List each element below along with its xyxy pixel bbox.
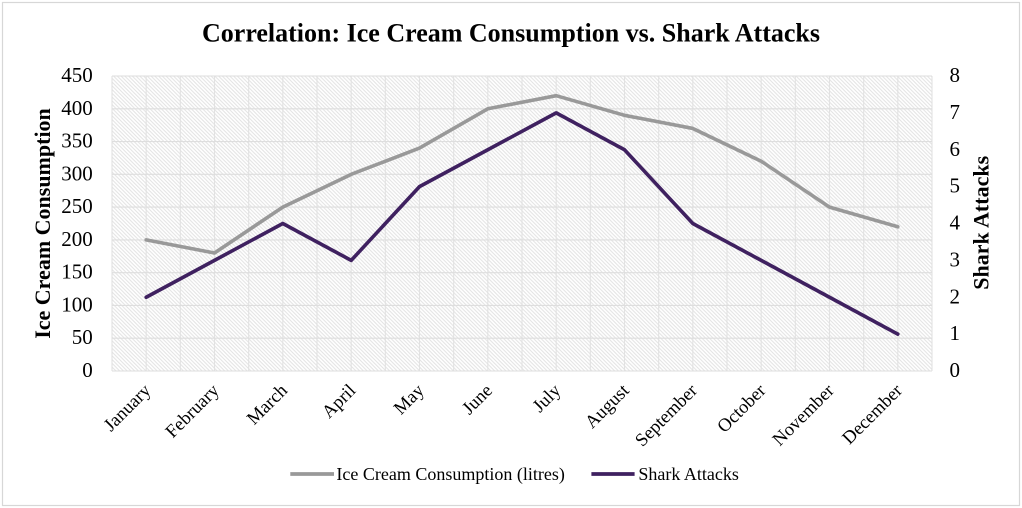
svg-text:Shark Attacks: Shark Attacks: [638, 464, 739, 484]
svg-text:3: 3: [950, 247, 961, 271]
svg-text:Ice Cream Consumption (litres): Ice Cream Consumption (litres): [336, 464, 564, 485]
svg-text:7: 7: [950, 100, 961, 124]
svg-text:350: 350: [61, 129, 93, 153]
svg-text:400: 400: [61, 96, 93, 120]
svg-text:4: 4: [950, 211, 961, 235]
svg-text:8: 8: [950, 63, 961, 87]
svg-text:Ice Cream Consumption: Ice Cream Consumption: [30, 108, 55, 339]
svg-text:50: 50: [72, 325, 93, 349]
svg-text:Shark Attacks: Shark Attacks: [969, 155, 994, 289]
svg-text:450: 450: [61, 63, 93, 87]
svg-text:300: 300: [61, 161, 93, 185]
svg-text:0: 0: [950, 358, 961, 382]
svg-text:5: 5: [950, 174, 961, 198]
svg-text:250: 250: [61, 194, 93, 218]
svg-text:1: 1: [950, 321, 961, 345]
svg-text:6: 6: [950, 137, 961, 161]
svg-text:2: 2: [950, 284, 961, 308]
svg-text:100: 100: [61, 292, 93, 316]
svg-text:200: 200: [61, 227, 93, 251]
svg-text:150: 150: [61, 260, 93, 284]
svg-text:Correlation: Ice Cream Consump: Correlation: Ice Cream Consumption vs. S…: [202, 19, 820, 48]
svg-text:0: 0: [82, 358, 93, 382]
